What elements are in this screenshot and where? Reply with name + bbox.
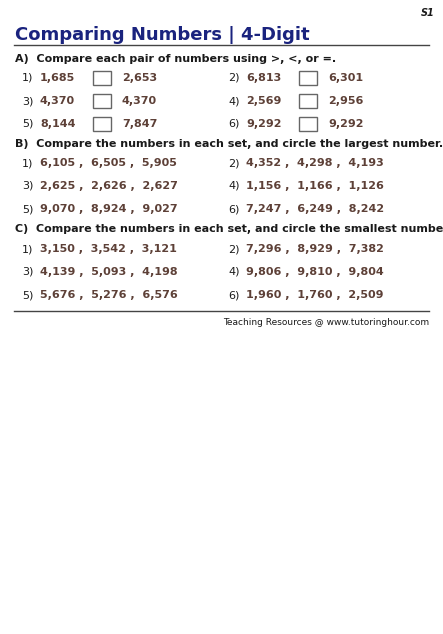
Text: 3): 3): [22, 96, 33, 106]
Text: 6,813: 6,813: [246, 73, 281, 83]
Text: 2): 2): [228, 158, 240, 168]
Text: 7,847: 7,847: [122, 119, 157, 129]
Text: 2): 2): [228, 244, 240, 254]
Text: 9,292: 9,292: [246, 119, 281, 129]
Text: 4,352 ,  4,298 ,  4,193: 4,352 , 4,298 , 4,193: [246, 158, 384, 168]
Text: 3): 3): [22, 181, 33, 191]
Text: 5,676 ,  5,276 ,  6,576: 5,676 , 5,276 , 6,576: [40, 290, 178, 300]
Text: 4,370: 4,370: [40, 96, 75, 106]
Text: 2,569: 2,569: [246, 96, 281, 106]
Text: 9,292: 9,292: [328, 119, 364, 129]
Text: 6): 6): [228, 290, 239, 300]
Text: 4): 4): [228, 267, 240, 277]
Bar: [299, 117, 317, 131]
Text: 2,625 ,  2,626 ,  2,627: 2,625 , 2,626 , 2,627: [40, 181, 178, 191]
Text: 6): 6): [228, 204, 239, 214]
Text: 1): 1): [22, 158, 33, 168]
Text: 6): 6): [228, 119, 239, 129]
Text: A)  Compare each pair of numbers using >, <, or =.: A) Compare each pair of numbers using >,…: [15, 54, 336, 64]
Text: Comparing Numbers | 4-Digit: Comparing Numbers | 4-Digit: [15, 26, 310, 44]
Text: S1: S1: [421, 8, 435, 18]
Text: 7,247 ,  6,249 ,  8,242: 7,247 , 6,249 , 8,242: [246, 204, 384, 214]
Text: 5): 5): [22, 119, 33, 129]
Text: 2): 2): [228, 73, 240, 83]
Text: 5): 5): [22, 204, 33, 214]
Bar: [299, 94, 317, 108]
Text: 1): 1): [22, 73, 33, 83]
Text: 1,685: 1,685: [40, 73, 75, 83]
Text: 2,653: 2,653: [122, 73, 157, 83]
Text: 2,956: 2,956: [328, 96, 363, 106]
Text: 3): 3): [22, 267, 33, 277]
Text: 1,960 ,  1,760 ,  2,509: 1,960 , 1,760 , 2,509: [246, 290, 384, 300]
Text: 7,296 ,  8,929 ,  7,382: 7,296 , 8,929 , 7,382: [246, 244, 384, 254]
Bar: [93, 117, 111, 131]
Text: 1,156 ,  1,166 ,  1,126: 1,156 , 1,166 , 1,126: [246, 181, 384, 191]
Text: 5): 5): [22, 290, 33, 300]
Text: 9,806 ,  9,810 ,  9,804: 9,806 , 9,810 , 9,804: [246, 267, 384, 277]
Text: B)  Compare the numbers in each set, and circle the largest number.: B) Compare the numbers in each set, and …: [15, 139, 443, 149]
Text: 6,105 ,  6,505 ,  5,905: 6,105 , 6,505 , 5,905: [40, 158, 177, 168]
Text: 6,301: 6,301: [328, 73, 363, 83]
Text: 3,150 ,  3,542 ,  3,121: 3,150 , 3,542 , 3,121: [40, 244, 177, 254]
Bar: [299, 71, 317, 85]
Text: 1): 1): [22, 244, 33, 254]
Text: Teaching Resources @ www.tutoringhour.com: Teaching Resources @ www.tutoringhour.co…: [223, 318, 429, 327]
Text: 4): 4): [228, 181, 240, 191]
Text: C)  Compare the numbers in each set, and circle the smallest number.: C) Compare the numbers in each set, and …: [15, 224, 443, 234]
Text: 9,070 ,  8,924 ,  9,027: 9,070 , 8,924 , 9,027: [40, 204, 178, 214]
Text: 4,370: 4,370: [122, 96, 157, 106]
Text: 4): 4): [228, 96, 240, 106]
Text: 4,139 ,  5,093 ,  4,198: 4,139 , 5,093 , 4,198: [40, 267, 178, 277]
Text: 8,144: 8,144: [40, 119, 75, 129]
Bar: [93, 94, 111, 108]
Bar: [93, 71, 111, 85]
